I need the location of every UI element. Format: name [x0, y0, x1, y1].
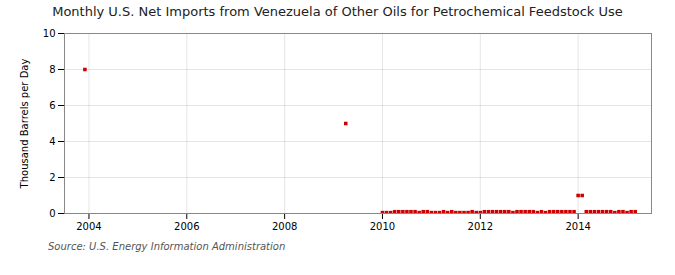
svg-text:2006: 2006	[174, 221, 199, 232]
html-text:Source: U.S. Energy Informatio: Source: U.S. Energy Information Administ…	[48, 241, 286, 252]
svg-text:2014: 2014	[565, 221, 590, 232]
svg-text:2008: 2008	[272, 221, 297, 232]
svg-text:2004: 2004	[76, 221, 101, 232]
svg-text:8: 8	[49, 64, 55, 75]
svg-text:4: 4	[49, 136, 55, 147]
svg-text:0: 0	[49, 208, 55, 219]
svg-text:Thousand Barrels per Day: Thousand Barrels per Day	[19, 59, 30, 190]
html-text:Monthly U.S. Net Imports from: Monthly U.S. Net Imports from Venezuela …	[52, 4, 623, 19]
svg-text:2012: 2012	[468, 221, 493, 232]
svg-text:10: 10	[43, 28, 56, 39]
svg-text:2010: 2010	[370, 221, 395, 232]
svg-text:6: 6	[49, 100, 55, 111]
svg-text:2: 2	[49, 172, 55, 183]
